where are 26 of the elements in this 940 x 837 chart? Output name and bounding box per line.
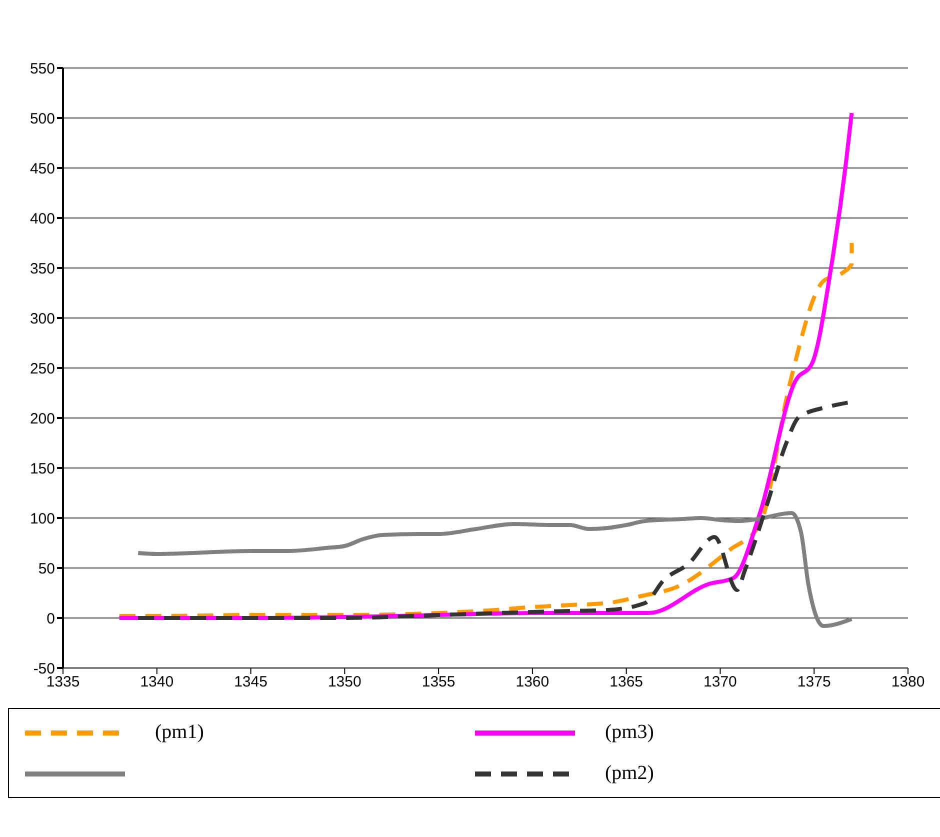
y-tick-label: 0 (46, 610, 55, 628)
x-tick-label: 1350 (328, 674, 362, 691)
x-tick-label: 1375 (797, 674, 831, 691)
y-tick-label: 350 (30, 260, 55, 278)
x-tick-label: 1355 (422, 674, 456, 691)
y-tick-label: 100 (30, 510, 55, 528)
legend-label: (pm2) (605, 762, 654, 785)
y-tick-label: 550 (30, 60, 55, 78)
x-tick-label: 1380 (891, 674, 925, 691)
y-tick-label: 500 (30, 110, 55, 128)
y-tick-label: 200 (30, 410, 55, 428)
y-tick-label: 50 (38, 560, 55, 578)
x-tick-label: 1360 (516, 674, 550, 691)
y-tick-label: 300 (30, 310, 55, 328)
legend-label: (pm3) (605, 721, 654, 744)
y-tick-label: 450 (30, 160, 55, 178)
x-tick-label: 1370 (704, 674, 737, 691)
x-tick-label: 1365 (610, 674, 644, 691)
x-tick-label: 1340 (140, 674, 174, 691)
line-series (117, 241, 854, 618)
x-tick-label: 1345 (234, 674, 268, 691)
y-tick-label: 250 (30, 360, 55, 378)
legend-label: (pm1) (155, 721, 204, 744)
y-tick-label: 400 (30, 210, 55, 228)
line-series (136, 511, 854, 628)
y-tick-label: 150 (30, 460, 55, 478)
